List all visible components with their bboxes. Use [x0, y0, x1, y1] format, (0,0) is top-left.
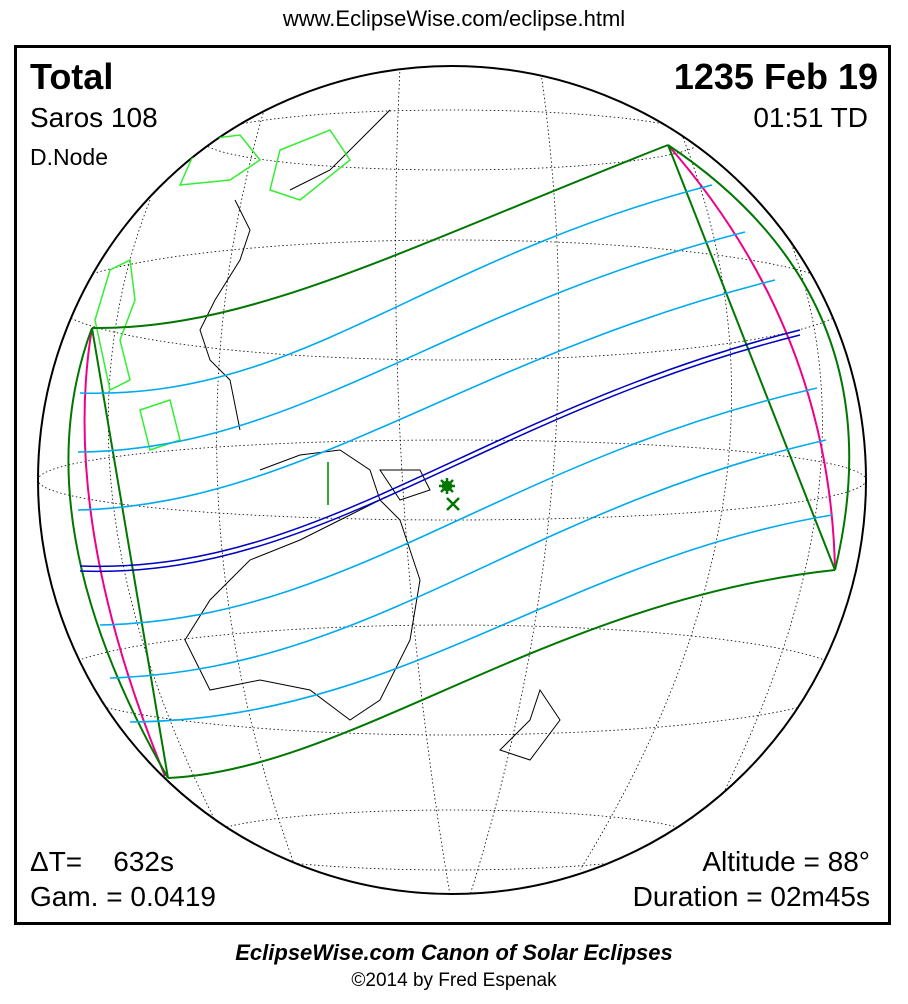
- eclipse-type: Total: [30, 56, 114, 97]
- gamma: Gam. = 0.0419: [30, 881, 217, 912]
- greatest-eclipse-marker: [439, 478, 455, 494]
- outer-west-limit: [67, 327, 169, 779]
- southern-limit: [167, 569, 836, 779]
- magnitude-line: [77, 231, 746, 453]
- central-line: [79, 329, 801, 568]
- footer-copyright: ©2014 by Fred Espenak: [351, 970, 557, 991]
- magnitude-line: [109, 439, 827, 679]
- duration: Duration = 02m45s: [632, 881, 870, 912]
- northern-limit: [91, 144, 669, 330]
- magnitude-line: [99, 387, 818, 626]
- eclipse-time: 01:51 TD: [753, 102, 868, 133]
- node: D.Node: [30, 144, 108, 170]
- map-frame: [14, 45, 891, 925]
- eclipse-paths: [67, 144, 851, 779]
- delta-t: ΔT= 632s: [30, 846, 174, 877]
- west-boundary: [91, 327, 169, 779]
- saros-number: Saros 108: [30, 102, 158, 133]
- sub-solar-point-marker: [446, 497, 460, 511]
- altitude: Altitude = 88°: [702, 846, 870, 877]
- footer-title: EclipseWise.com Canon of Solar Eclipses: [235, 940, 673, 965]
- central-line: [79, 334, 801, 573]
- coastlines: [184, 109, 561, 761]
- magnitude-line: [77, 279, 776, 511]
- source-url: www.EclipseWise.com/eclipse.html: [282, 6, 626, 31]
- rise-set-curve-east: [667, 144, 836, 571]
- east-boundary: [667, 144, 836, 571]
- rise-set-curve-west: [83, 327, 166, 777]
- outer-east-limit: [667, 144, 851, 571]
- magnitude-line: [129, 514, 833, 723]
- eclipse-date: 1235 Feb 19: [673, 56, 878, 97]
- sunrise-land: [94, 129, 352, 451]
- magnitude-line: [79, 184, 713, 394]
